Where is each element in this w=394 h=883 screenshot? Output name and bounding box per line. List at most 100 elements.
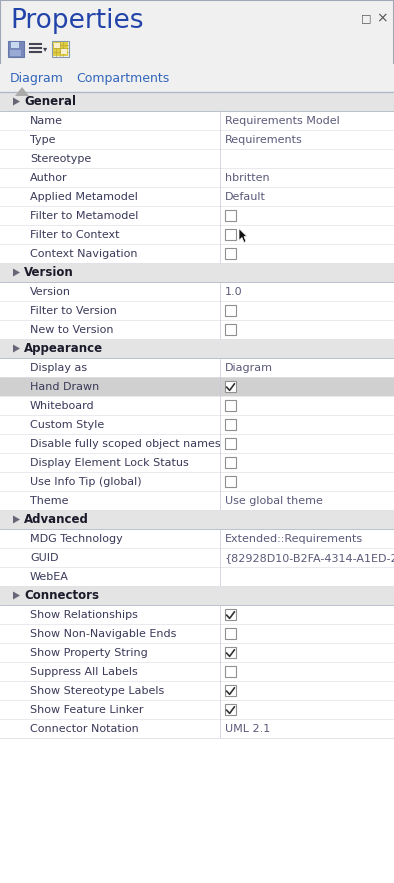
Bar bbox=[0, 719, 394, 738]
Bar bbox=[52, 41, 69, 57]
Bar bbox=[225, 457, 236, 468]
Bar bbox=[225, 229, 236, 240]
Bar bbox=[0, 206, 394, 225]
Bar bbox=[225, 628, 236, 639]
Text: Context Navigation: Context Navigation bbox=[30, 249, 138, 259]
Text: Custom Style: Custom Style bbox=[30, 420, 104, 430]
Bar bbox=[0, 586, 394, 605]
Text: Hand Drawn: Hand Drawn bbox=[30, 381, 99, 392]
Text: Connector Notation: Connector Notation bbox=[30, 724, 139, 734]
Polygon shape bbox=[13, 516, 20, 524]
Bar bbox=[0, 529, 394, 548]
Bar bbox=[10, 50, 21, 56]
Text: Use Info Tip (global): Use Info Tip (global) bbox=[30, 477, 141, 487]
Bar bbox=[225, 476, 236, 487]
Text: ▾: ▾ bbox=[43, 44, 47, 54]
Bar bbox=[0, 605, 394, 624]
Bar bbox=[0, 64, 394, 92]
Bar bbox=[0, 320, 394, 339]
Text: Filter to Metamodel: Filter to Metamodel bbox=[30, 211, 138, 221]
Bar bbox=[11, 42, 19, 48]
Bar bbox=[0, 263, 394, 282]
Text: GUID: GUID bbox=[30, 553, 58, 562]
Text: Author: Author bbox=[30, 173, 68, 183]
Bar bbox=[0, 643, 394, 662]
Bar bbox=[225, 666, 236, 677]
Polygon shape bbox=[13, 97, 20, 105]
Text: New to Version: New to Version bbox=[30, 325, 113, 335]
Text: Name: Name bbox=[30, 116, 63, 126]
Bar bbox=[225, 400, 236, 411]
Bar bbox=[225, 324, 236, 335]
Bar bbox=[0, 358, 394, 377]
Bar bbox=[0, 434, 394, 453]
Text: Whiteboard: Whiteboard bbox=[30, 401, 95, 411]
Bar bbox=[0, 681, 394, 700]
Text: WebEA: WebEA bbox=[30, 572, 69, 582]
Bar bbox=[8, 41, 24, 57]
Text: Show Feature Linker: Show Feature Linker bbox=[30, 705, 143, 715]
Text: Suppress All Labels: Suppress All Labels bbox=[30, 667, 138, 677]
Bar bbox=[225, 647, 236, 658]
Bar bbox=[0, 92, 394, 111]
Bar bbox=[0, 168, 394, 187]
Text: {82928D10-B2FA-4314-A1ED-2...: {82928D10-B2FA-4314-A1ED-2... bbox=[225, 553, 394, 562]
Text: Filter to Version: Filter to Version bbox=[30, 306, 117, 316]
Bar bbox=[0, 548, 394, 567]
Bar bbox=[225, 438, 236, 449]
Bar bbox=[53, 42, 68, 56]
Text: Connectors: Connectors bbox=[24, 589, 99, 602]
Text: Filter to Context: Filter to Context bbox=[30, 230, 119, 240]
Text: Properties: Properties bbox=[10, 8, 143, 34]
Bar bbox=[0, 187, 394, 206]
Text: Type: Type bbox=[30, 135, 56, 145]
Bar bbox=[225, 704, 236, 715]
Polygon shape bbox=[15, 87, 29, 96]
Text: Applied Metamodel: Applied Metamodel bbox=[30, 192, 138, 202]
Text: Use global theme: Use global theme bbox=[225, 496, 323, 506]
Text: Show Property String: Show Property String bbox=[30, 648, 148, 658]
Text: Show Relationships: Show Relationships bbox=[30, 610, 138, 620]
Bar bbox=[0, 244, 394, 263]
Bar bbox=[61, 49, 67, 54]
Text: □: □ bbox=[361, 13, 371, 23]
Polygon shape bbox=[13, 592, 20, 600]
Text: UML 2.1: UML 2.1 bbox=[225, 724, 270, 734]
Bar bbox=[225, 248, 236, 259]
Bar bbox=[0, 282, 394, 301]
Text: hbritten: hbritten bbox=[225, 173, 269, 183]
Text: Display as: Display as bbox=[30, 363, 87, 373]
Bar bbox=[225, 419, 236, 430]
Text: Version: Version bbox=[30, 287, 71, 297]
Bar bbox=[0, 662, 394, 681]
Bar bbox=[0, 624, 394, 643]
Bar bbox=[0, 415, 394, 434]
Text: Extended::Requirements: Extended::Requirements bbox=[225, 534, 363, 544]
Text: MDG Technology: MDG Technology bbox=[30, 534, 123, 544]
Bar bbox=[0, 149, 394, 168]
Text: Theme: Theme bbox=[30, 496, 69, 506]
Bar bbox=[0, 130, 394, 149]
Bar bbox=[0, 491, 394, 510]
Text: Advanced: Advanced bbox=[24, 513, 89, 526]
Bar bbox=[0, 700, 394, 719]
Text: ×: × bbox=[376, 11, 388, 25]
Text: Appearance: Appearance bbox=[24, 343, 103, 355]
Bar bbox=[225, 381, 236, 392]
Text: Stereotype: Stereotype bbox=[30, 154, 91, 164]
Text: General: General bbox=[24, 95, 76, 109]
Bar bbox=[0, 567, 394, 586]
Text: Version: Version bbox=[24, 267, 74, 279]
Bar bbox=[0, 396, 394, 415]
Bar bbox=[225, 210, 236, 221]
Bar bbox=[0, 738, 394, 883]
Polygon shape bbox=[13, 268, 20, 276]
Bar bbox=[0, 377, 394, 396]
Bar bbox=[54, 43, 60, 48]
Text: Default: Default bbox=[225, 192, 266, 202]
Bar bbox=[0, 510, 394, 529]
Text: Diagram: Diagram bbox=[10, 72, 64, 85]
Text: Diagram: Diagram bbox=[225, 363, 273, 373]
Bar bbox=[0, 111, 394, 130]
Bar bbox=[0, 472, 394, 491]
